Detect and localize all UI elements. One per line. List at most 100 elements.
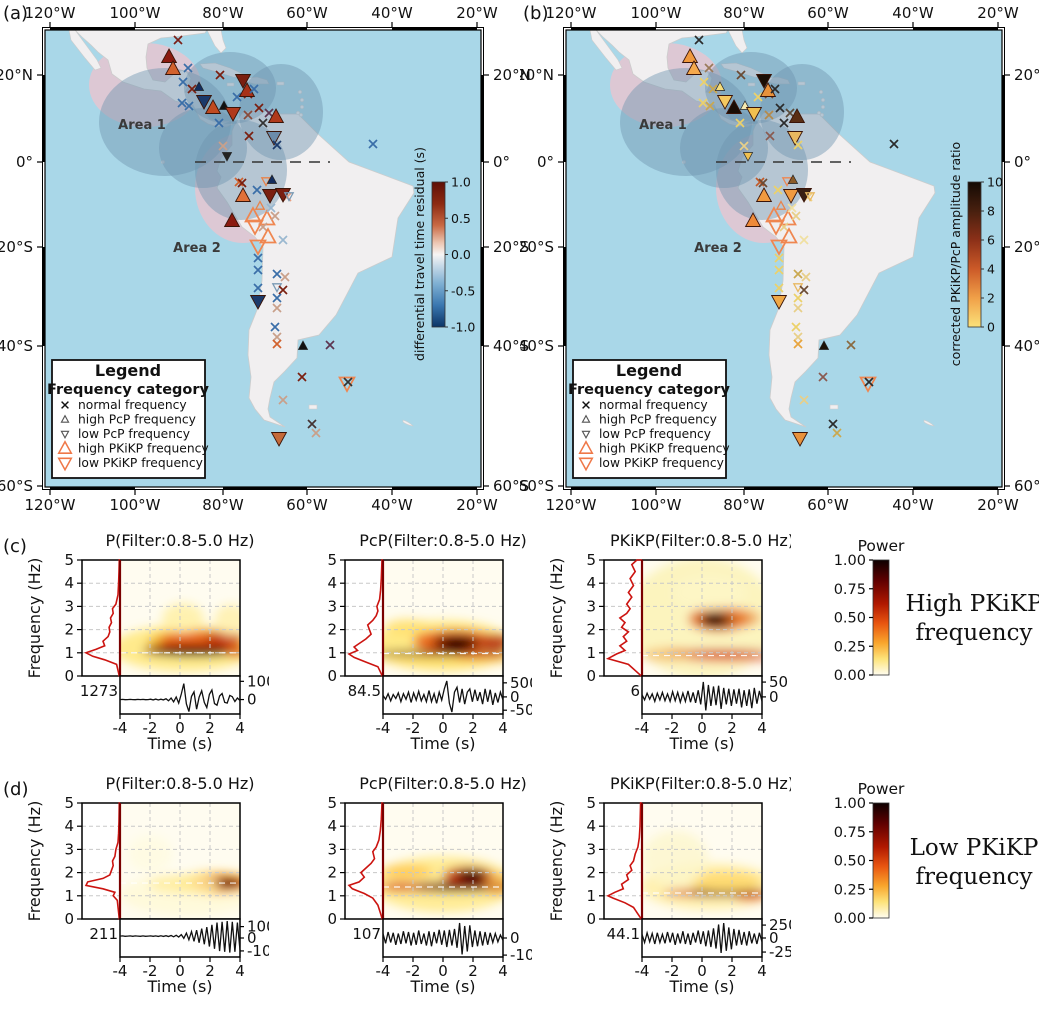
time-axis-label: Time (s)	[668, 977, 734, 995]
land-island	[295, 110, 301, 116]
freq-tick-label: 4	[327, 574, 337, 592]
legend-item-label: normal frequency	[599, 398, 708, 412]
amplitude-value: 211	[89, 925, 118, 943]
map-marker	[773, 185, 783, 195]
freq-tick-label: 3	[586, 840, 596, 858]
x-marker-icon	[739, 141, 749, 151]
x-marker-icon	[773, 185, 783, 195]
x-marker-icon	[187, 84, 197, 94]
power-title: Power	[858, 537, 905, 555]
legend-symbol	[582, 401, 590, 409]
panel-title: P(Filter:0.8-5.0 Hz)	[105, 531, 254, 550]
row-c-side-label: High PKiKP frequency	[905, 591, 1039, 646]
power-tick-label: 0.75	[834, 825, 866, 841]
map-marker	[864, 377, 874, 387]
map-marker	[249, 84, 259, 94]
map-marker	[272, 140, 282, 150]
land-south-america	[737, 108, 936, 428]
triangle-up-open-icon	[578, 440, 594, 454]
legend-item-label: low PKiKP frequency	[78, 456, 203, 470]
map-marker	[232, 92, 242, 102]
map-marker	[832, 428, 842, 438]
time-tick-label: -4	[635, 719, 650, 737]
map-marker	[699, 77, 709, 87]
map-marker	[272, 339, 282, 349]
land-island	[226, 82, 235, 87]
freq-tick-label: 2	[327, 864, 337, 882]
heat-blob	[672, 573, 747, 612]
land-island	[297, 89, 303, 95]
x-marker-icon	[264, 108, 274, 118]
triangle-down-open-icon	[770, 239, 788, 256]
spectrogram-heat	[383, 856, 503, 913]
power-tick-label: 0.00	[834, 911, 866, 927]
spectro-panel-d-p: P(Filter:0.8-5.0 Hz) 0 1 2 3 4 5 Frequency (Hz)…	[25, 774, 269, 995]
heat-blob	[148, 874, 221, 894]
land-island	[727, 30, 748, 54]
map-marker	[325, 340, 335, 350]
triangle-up-open-icon	[60, 414, 70, 423]
x-marker-icon	[214, 118, 224, 128]
map-markers	[160, 35, 378, 447]
x-marker-icon	[237, 178, 247, 188]
area2-label: Area 2	[694, 241, 742, 256]
triangle-down-icon	[791, 432, 809, 447]
heat-blob	[684, 656, 762, 662]
map-marker	[343, 377, 353, 387]
grid	[345, 560, 503, 676]
triangle-down-open-icon	[792, 283, 804, 293]
blue-region	[195, 120, 287, 220]
triangle-up-open-icon	[244, 206, 262, 223]
lat-tick-label: 0°	[1014, 153, 1031, 171]
land-island	[820, 97, 826, 103]
triangle-down-open-icon	[246, 219, 264, 236]
time-tick-label: 4	[235, 962, 245, 980]
map-marker	[173, 35, 183, 45]
map-marker	[804, 192, 816, 202]
legend-symbol	[581, 430, 591, 439]
panel-letter-d: (d)	[3, 779, 29, 800]
panel-title: PKiKP(Filter:0.8-5.0 Hz)	[610, 774, 791, 793]
triangle-down-icon	[234, 74, 252, 89]
amplitude-value: 107	[352, 925, 381, 943]
freq-tick-label: 2	[327, 621, 337, 639]
map-canvas: Area 1 Area 2 1.0 0.5 0.0 -0.5 -1.0 differentia…	[0, 4, 531, 514]
x-marker-icon	[177, 98, 187, 108]
x-marker-icon	[758, 178, 768, 188]
lon-tick-label: 20°W	[456, 4, 498, 22]
x-marker-icon	[243, 110, 253, 120]
x-marker-icon	[799, 235, 809, 245]
map-marker	[758, 178, 768, 188]
heat-blob	[735, 892, 762, 902]
map-marker	[234, 187, 252, 202]
freq-axis-label: Frequency (Hz)	[547, 558, 566, 679]
time-axis-label: Time (s)	[409, 734, 475, 752]
x-marker-icon	[178, 77, 188, 87]
x-marker-icon	[864, 377, 874, 387]
panel-title: P(Filter:0.8-5.0 Hz)	[105, 774, 254, 793]
blue-region	[716, 120, 808, 220]
lat-tick-label: 0°	[16, 153, 33, 171]
land-island	[589, 30, 623, 71]
heat-blob	[479, 634, 503, 651]
heat-blob	[453, 653, 503, 660]
triangle-down-icon	[249, 295, 267, 310]
time-tick-label: 2	[205, 719, 215, 737]
triangle-down-icon	[745, 107, 763, 122]
map-marker	[270, 322, 280, 332]
lon-tick-label: 100°W	[110, 496, 161, 514]
map-marker	[753, 92, 763, 102]
time-tick-label: -4	[113, 719, 128, 737]
heat-blob	[383, 881, 419, 892]
map-marker	[828, 419, 838, 429]
triangle-up-icon	[297, 340, 309, 350]
map-marker	[249, 295, 267, 310]
x-marker-icon	[272, 303, 282, 313]
x-marker-icon	[272, 140, 282, 150]
blue-region	[159, 108, 247, 188]
lat-tick-label: 20°N	[1014, 66, 1039, 84]
lat-tick-label: 40°S	[0, 337, 33, 355]
colorbar-tick-label: 1.0	[451, 175, 471, 190]
map-marker	[793, 293, 803, 303]
wave-scale-label: 1000	[247, 918, 269, 936]
